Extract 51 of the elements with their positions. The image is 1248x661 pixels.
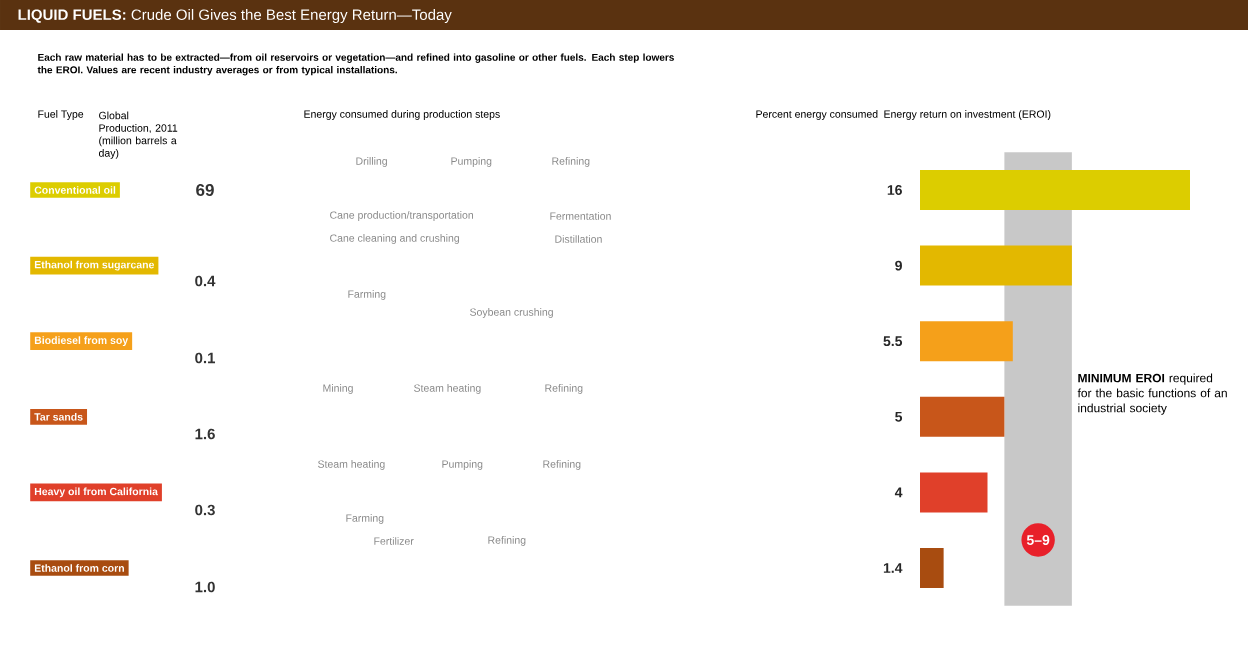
annotation: MINIMUM EROI required for the basic functions of an industrial society: [1077, 373, 1227, 415]
data-label: 9: [895, 260, 902, 271]
data-label: 1.4: [883, 563, 903, 573]
text: Energy return on investment (EROI): [884, 110, 1051, 120]
text: Drilling: [356, 157, 387, 167]
y-tick-label: Ethanol from sugarcane: [34, 260, 155, 271]
bar: [920, 170, 1190, 210]
text: Steam heating: [414, 384, 481, 394]
text: Farming: [346, 514, 384, 524]
bar: [920, 472, 988, 513]
data-label: 5: [895, 411, 903, 422]
bar: [920, 321, 1013, 362]
text: Refining: [552, 157, 590, 167]
y-tick-label: Biodiesel from soy: [34, 336, 129, 347]
text: Distillation: [555, 235, 602, 243]
text: 0.4: [195, 275, 216, 287]
text: Cane production/transportation: [330, 211, 474, 221]
y-tick-label: Heavy oil from California: [34, 487, 158, 498]
text: Refining: [545, 384, 583, 394]
y-tick-label: Tar sands: [34, 412, 83, 421]
text: 1.6: [195, 428, 215, 440]
text: Percent energy consumed: [756, 110, 878, 120]
data-label: 5.5: [883, 336, 903, 347]
bar: [920, 245, 1072, 286]
text: Steam heating: [318, 460, 385, 470]
text: Energy consumed during production steps: [304, 110, 500, 120]
text: LIQUID FUELS: Crude Oil Gives the Best Energy Return—Today: [18, 9, 452, 23]
text: 69: [196, 183, 214, 197]
text: Farming: [348, 290, 386, 300]
text: Fermentation: [550, 212, 611, 220]
bar: [920, 547, 944, 588]
y-tick-label: Conventional oil: [34, 186, 116, 194]
text: Refining: [543, 460, 581, 470]
band-label: 5–9: [1026, 535, 1050, 545]
text: Fuel Type: [38, 110, 84, 120]
text: Cane cleaning and crushing: [330, 234, 459, 244]
text: Each raw material has to be extracted—from oil reservoirs or vegetation—and refined into gasoline or other fuels. Each step lowers the EROI. Values are recent industry averages or from typical installations.: [37, 53, 674, 76]
text: Soybean crushing: [470, 308, 553, 318]
y-tick-label: Ethanol from corn: [34, 564, 124, 572]
text: Pumping: [442, 460, 483, 470]
text: Mining: [323, 384, 353, 394]
text: Global Production, 2011 (million barrels a day): [98, 111, 178, 159]
text: Pumping: [451, 157, 492, 167]
bar: [920, 396, 1005, 437]
text: 0.1: [195, 352, 216, 364]
data-label: 4: [894, 487, 903, 498]
text: 0.3: [195, 504, 215, 516]
text: 1.0: [195, 581, 215, 593]
text: Fertilizer: [374, 537, 414, 545]
text: Refining: [488, 536, 526, 546]
data-label: 16: [887, 185, 902, 195]
